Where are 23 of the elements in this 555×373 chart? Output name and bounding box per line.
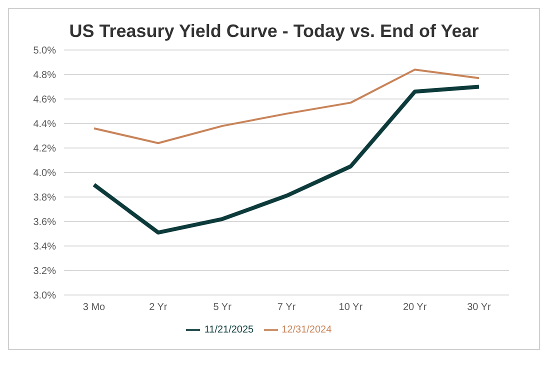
x-tick-label: 5 Yr [213, 302, 232, 314]
x-tick-label: 20 Yr [402, 302, 428, 314]
x-tick-label: 7 Yr [277, 302, 296, 314]
y-tick-label: 4.0% [33, 168, 56, 180]
y-tick-label: 5.0% [33, 46, 56, 57]
y-tick-label: 3.0% [33, 290, 56, 302]
y-tick-label: 3.8% [33, 192, 56, 204]
line-series [92, 84, 481, 235]
legend-label: 11/21/2025 [204, 324, 254, 336]
y-tick-label: 3.2% [33, 266, 56, 278]
y-tick-label: 3.6% [33, 217, 56, 228]
y-tick-label: 3.4% [33, 242, 56, 253]
y-tick-label: 4.2% [33, 144, 56, 155]
x-tick-label: 30 Yr [467, 302, 492, 314]
legend-label: 12/31/2024 [282, 324, 332, 336]
x-tick-label: 3 Mo [82, 302, 106, 314]
y-tick-label: 4.4% [33, 119, 56, 130]
x-tick-label: 10 Yr [338, 302, 364, 314]
y-tick-label: 4.6% [33, 94, 56, 106]
line-series [93, 68, 480, 144]
x-tick-label: 2 Yr [149, 302, 168, 314]
y-tick-label: 4.8% [33, 70, 56, 82]
chart-title: US Treasury Yield Curve - Today vs. End of Year [68, 21, 480, 42]
